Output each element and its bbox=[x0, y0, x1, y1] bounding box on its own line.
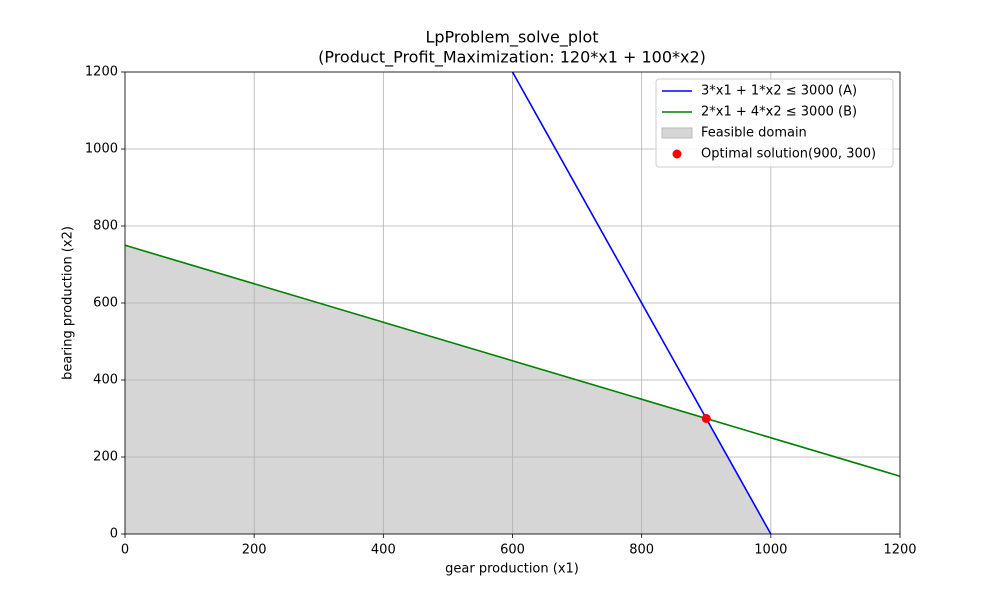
y-tick-label: 200 bbox=[93, 450, 118, 465]
point bbox=[701, 414, 711, 423]
point-layer bbox=[701, 414, 711, 423]
legend-label: Optimal solution(900, 300) bbox=[701, 147, 876, 162]
line-layer bbox=[124, 71, 901, 535]
y-tick-label: 800 bbox=[93, 219, 118, 234]
chart-title: LpProblem_solve_plot bbox=[425, 28, 598, 48]
legend-label: Feasible domain bbox=[701, 126, 807, 141]
y-tick-label: 1200 bbox=[85, 65, 118, 80]
x-tick-label: 1000 bbox=[754, 543, 787, 558]
line bbox=[124, 244, 901, 478]
legend-label: 2*x1 + 4*x2 ≤ 3000 (B) bbox=[701, 105, 857, 120]
legend-marker bbox=[672, 149, 682, 159]
chart-subtitle: (Product_Profit_Maximization: 120*x1 + 1… bbox=[318, 48, 706, 68]
y-tick-label: 400 bbox=[93, 373, 118, 388]
x-axis-label: gear production (x1) bbox=[445, 562, 579, 577]
axis-layer: 0 200 400 600 800 1000 1200 0 200 400 600 800 1000 12… bbox=[85, 65, 917, 558]
y-axis-label: bearing production (x2) bbox=[61, 226, 76, 380]
legend-patch bbox=[661, 127, 693, 139]
legend-box bbox=[655, 78, 894, 168]
x-tick-label: 600 bbox=[500, 543, 525, 558]
x-tick-label: 200 bbox=[242, 543, 267, 558]
x-tick-label: 1200 bbox=[883, 543, 916, 558]
area-layer bbox=[125, 245, 771, 534]
x-tick-label: 800 bbox=[629, 543, 654, 558]
x-tick-label: 0 bbox=[121, 543, 129, 558]
y-tick-label: 0 bbox=[110, 527, 118, 542]
y-tick-label: 600 bbox=[93, 296, 118, 311]
legend-label: 3*x1 + 1*x2 ≤ 3000 (A) bbox=[701, 84, 857, 99]
y-tick-label: 1000 bbox=[85, 142, 118, 157]
legend: 3*x1 + 1*x2 ≤ 3000 (A) 2*x1 + 4*x2 ≤ 3000… bbox=[655, 78, 894, 168]
area bbox=[125, 245, 771, 534]
line bbox=[511, 71, 772, 535]
x-tick-label: 400 bbox=[371, 543, 396, 558]
